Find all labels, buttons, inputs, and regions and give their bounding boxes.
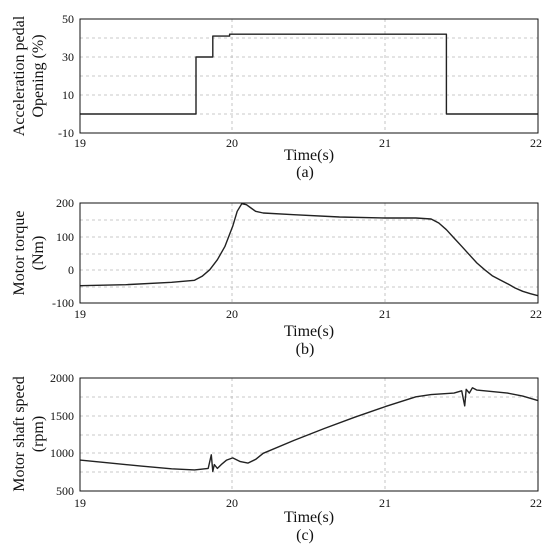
series-line — [79, 202, 539, 297]
x-axis-label: Time(s) — [284, 147, 334, 164]
x-tick-label: 22 — [530, 496, 542, 510]
panel-a: 50 30 10 -10 19 20 21 22 Time(s) (a) Acc… — [11, 12, 542, 181]
x-tick-label: 22 — [530, 307, 542, 321]
y-tick-label: 500 — [56, 484, 74, 498]
plot-frame — [79, 18, 539, 134]
panel-label: (b) — [296, 341, 315, 358]
y-tick-label: 10 — [62, 88, 74, 102]
y-tick-label: 30 — [62, 50, 74, 64]
y-tick-label: -100 — [52, 296, 74, 310]
x-axis-label: Time(s) — [284, 323, 334, 340]
y-axis-label: (Nm) — [30, 236, 47, 271]
x-tick-label: 19 — [74, 136, 86, 150]
x-tick-label: 20 — [226, 307, 238, 321]
panel-c: 2000 1500 1000 500 19 20 21 22 Time(s) (… — [11, 371, 542, 544]
x-axis-label: Time(s) — [284, 509, 334, 526]
panel-label: (c) — [296, 527, 314, 544]
y-axis-label: Acceleration pedal — [11, 15, 28, 136]
y-tick-label: 0 — [68, 263, 74, 277]
x-tick-label: 20 — [226, 496, 238, 510]
x-tick-label: 19 — [74, 496, 86, 510]
y-axis-label: Opening (%) — [30, 34, 47, 117]
x-tick-label: 21 — [379, 496, 391, 510]
plot-frame — [79, 377, 539, 492]
y-axis-label: Motor shaft speed — [11, 376, 28, 492]
y-tick-label: 1500 — [50, 409, 74, 423]
y-axis-label: Motor torque — [11, 211, 28, 296]
plot-frame — [79, 202, 539, 304]
x-tick-label: 21 — [379, 307, 391, 321]
panel-label: (a) — [296, 164, 314, 181]
y-axis-label: (rpm) — [30, 416, 47, 452]
y-tick-label: 50 — [62, 12, 74, 26]
y-tick-label: -10 — [58, 126, 74, 140]
y-tick-label: 200 — [56, 196, 74, 210]
series-line — [80, 33, 538, 115]
series-line — [79, 387, 539, 473]
x-tick-label: 20 — [226, 136, 238, 150]
y-tick-label: 2000 — [50, 371, 74, 385]
panel-b: 200 100 0 -100 19 20 21 22 Time(s) (b) M… — [11, 196, 542, 358]
y-tick-label: 100 — [56, 230, 74, 244]
y-tick-label: 1000 — [50, 446, 74, 460]
x-tick-label: 19 — [74, 307, 86, 321]
x-tick-label: 21 — [379, 136, 391, 150]
x-tick-label: 22 — [530, 136, 542, 150]
